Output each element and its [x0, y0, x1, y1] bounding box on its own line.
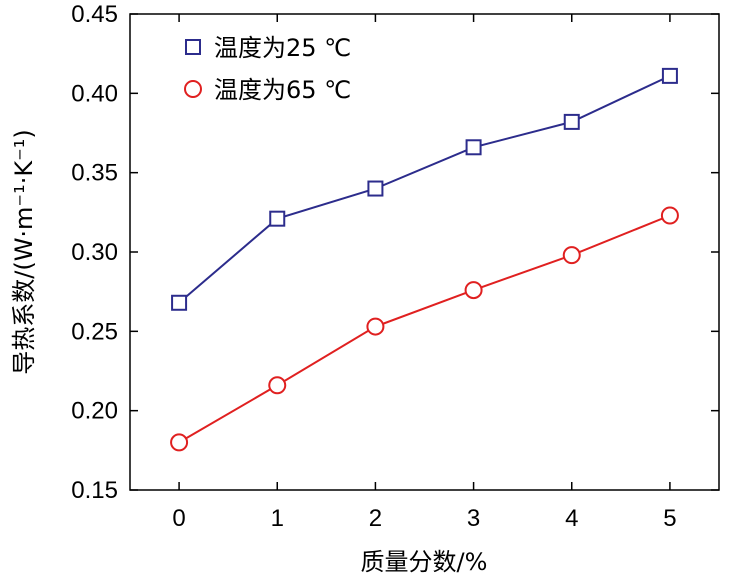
- y-axis-title: 导热系数/(W·m⁻¹·K⁻¹): [10, 129, 38, 375]
- data-point: [562, 246, 581, 265]
- series-1: [171, 67, 678, 311]
- data-point: [366, 317, 385, 336]
- y-tick-label: 0.15: [71, 477, 118, 504]
- data-point: [563, 113, 580, 130]
- legend-label: 温度为65 ℃: [214, 76, 351, 104]
- x-tick-label: 2: [369, 505, 382, 532]
- legend: 温度为25 ℃ 温度为65 ℃: [184, 34, 351, 104]
- data-point: [367, 180, 384, 197]
- data-point: [661, 67, 678, 84]
- legend-label: 温度为25 ℃: [214, 34, 351, 62]
- x-tick-label: 4: [565, 505, 578, 532]
- data-point: [660, 206, 679, 225]
- legend-marker: [185, 39, 201, 55]
- data-point: [465, 139, 482, 156]
- x-tick-label: 3: [467, 505, 480, 532]
- series-line: [178, 214, 671, 444]
- y-axis-ticks: 0.15 0.20 0.25 0.30 0.35 0.40 0.45: [71, 1, 719, 504]
- y-tick-label: 0.35: [71, 160, 118, 187]
- y-tick-label: 0.20: [71, 398, 118, 425]
- y-tick-label: 0.45: [71, 1, 118, 28]
- y-tick-label: 0.25: [71, 318, 118, 345]
- x-axis-title: 质量分数/%: [361, 548, 488, 576]
- data-point: [464, 281, 483, 300]
- series-2: [170, 206, 679, 452]
- data-point: [170, 433, 189, 452]
- x-tick-label: 0: [172, 505, 185, 532]
- x-tick-label: 1: [271, 505, 284, 532]
- x-axis-ticks: 0 1 2 3 4 5: [172, 14, 677, 532]
- series-line: [178, 74, 671, 304]
- data-point: [171, 294, 188, 311]
- series-layer: [170, 67, 679, 452]
- y-tick-label: 0.30: [71, 239, 118, 266]
- x-tick-label: 5: [663, 505, 676, 532]
- legend-marker: [184, 80, 202, 98]
- y-tick-label: 0.40: [71, 80, 118, 107]
- data-point: [269, 210, 286, 227]
- data-point: [268, 376, 287, 395]
